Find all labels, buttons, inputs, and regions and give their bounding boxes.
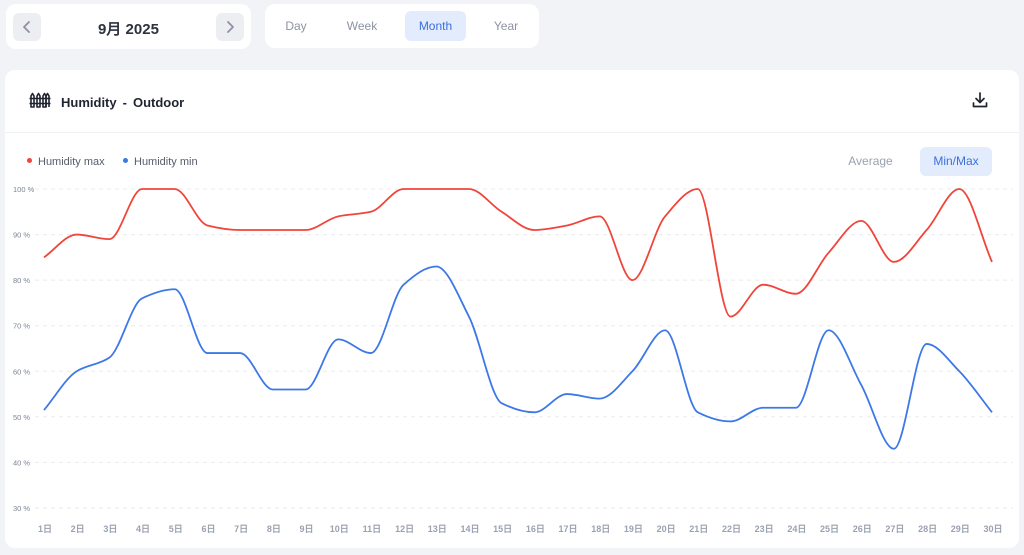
x-tick-label: 7日 xyxy=(234,524,248,534)
humidity-panel: Humidity - Outdoor Humidity max Humidity m… xyxy=(5,70,1019,548)
x-tick-label: 21日 xyxy=(689,524,708,534)
x-tick-label: 12日 xyxy=(395,524,414,534)
x-tick-label: 13日 xyxy=(428,524,447,534)
legend-item-max: Humidity max xyxy=(27,156,105,168)
minmax-mode-button[interactable]: Min/Max xyxy=(920,147,992,176)
x-tick-label: 11日 xyxy=(363,524,382,534)
x-tick-label: 6日 xyxy=(201,524,215,534)
x-tick-label: 26日 xyxy=(853,524,872,534)
tab-week[interactable]: Week xyxy=(346,19,378,33)
x-tick-label: 1日 xyxy=(38,524,52,534)
x-tick-label: 8日 xyxy=(267,524,281,534)
x-tick-label: 19日 xyxy=(624,524,643,534)
legend-item-min: Humidity min xyxy=(123,156,198,168)
x-tick-label: 30日 xyxy=(983,524,1002,534)
y-tick-label: 80 % xyxy=(13,276,30,285)
legend-dot-min xyxy=(123,158,128,163)
legend-dot-max xyxy=(27,158,32,163)
humidity-min-line xyxy=(43,265,993,450)
legend-label-max: Humidity max xyxy=(38,156,105,168)
x-tick-label: 16日 xyxy=(526,524,545,534)
panel-title: Humidity - Outdoor xyxy=(61,95,184,110)
x-tick-label: 29日 xyxy=(951,524,970,534)
period-tabs: Day Week Month Year xyxy=(265,4,539,48)
x-tick-label: 18日 xyxy=(591,524,610,534)
humidity-chart: 30 % 40 % 50 % 60 % 70 % 80 % 90 % 100 % 1日 2日 3日 4… xyxy=(13,185,1013,534)
x-tick-label: 5日 xyxy=(169,524,183,534)
x-tick-label: 3日 xyxy=(103,524,117,534)
download-icon[interactable] xyxy=(971,91,989,109)
next-month-button[interactable] xyxy=(216,13,244,41)
chevron-right-icon xyxy=(227,21,234,33)
tab-month[interactable]: Month xyxy=(405,11,466,41)
y-tick-label: 30 % xyxy=(13,504,30,513)
y-tick-label: 50 % xyxy=(13,413,30,422)
x-tick-label: 22日 xyxy=(722,524,741,534)
x-tick-label: 4日 xyxy=(136,524,150,534)
x-tick-label: 23日 xyxy=(755,524,774,534)
x-tick-label: 28日 xyxy=(918,524,937,534)
title-separator: - xyxy=(122,95,127,110)
date-navigator: 9月 2025 xyxy=(6,4,251,49)
tab-year[interactable]: Year xyxy=(493,19,519,33)
panel-title-main: Humidity xyxy=(61,95,117,110)
panel-header: Humidity - Outdoor xyxy=(5,70,1019,133)
x-tick-label: 25日 xyxy=(820,524,839,534)
current-month-label: 9月 2025 xyxy=(98,21,159,38)
x-tick-label: 20日 xyxy=(657,524,676,534)
x-tick-label: 17日 xyxy=(559,524,578,534)
tab-day[interactable]: Day xyxy=(285,19,307,33)
x-tick-label: 24日 xyxy=(787,524,806,534)
y-tick-label: 40 % xyxy=(13,458,30,467)
legend-label-min: Humidity min xyxy=(134,156,198,168)
average-mode-button[interactable]: Average xyxy=(848,154,893,168)
previous-month-button[interactable] xyxy=(13,13,41,41)
y-tick-label: 70 % xyxy=(13,322,30,331)
humidity-max-line xyxy=(43,188,993,318)
y-tick-label: 90 % xyxy=(13,231,30,240)
chevron-left-icon xyxy=(23,21,30,33)
x-tick-label: 27日 xyxy=(885,524,904,534)
x-tick-label: 2日 xyxy=(71,524,85,534)
y-tick-label: 100 % xyxy=(13,185,35,194)
panel-title-sub: Outdoor xyxy=(132,95,185,110)
x-tick-label: 15日 xyxy=(493,524,512,534)
x-tick-label: 9日 xyxy=(300,524,314,534)
y-tick-label: 60 % xyxy=(13,367,30,376)
x-tick-label: 10日 xyxy=(330,524,349,534)
x-tick-label: 14日 xyxy=(460,524,479,534)
fence-icon xyxy=(29,92,51,108)
